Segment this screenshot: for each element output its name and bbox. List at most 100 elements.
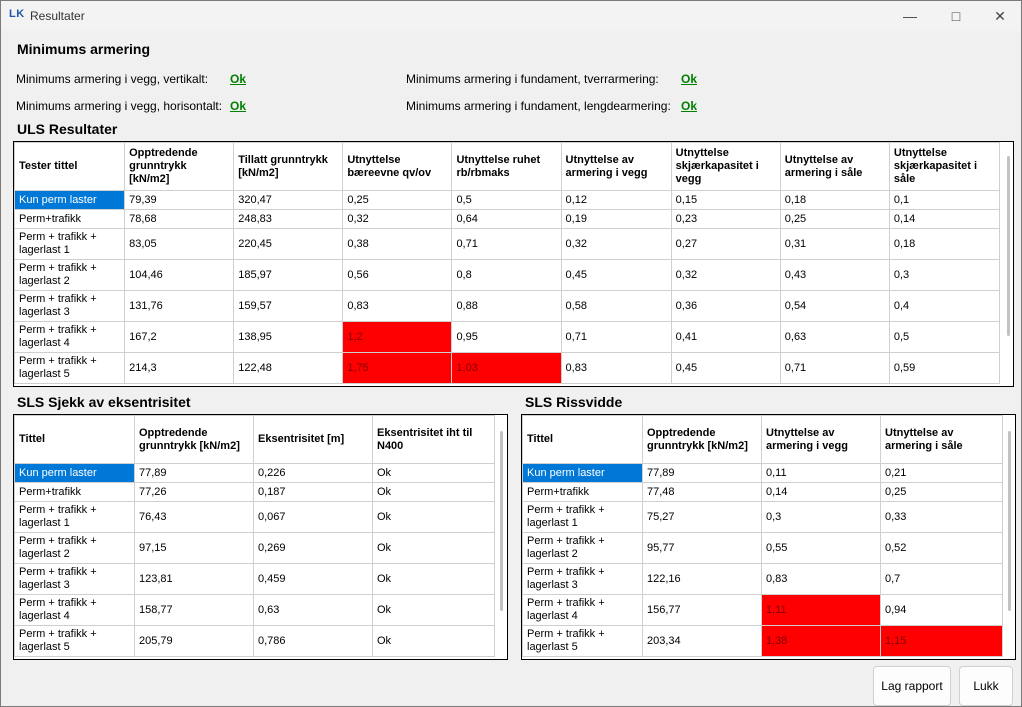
row-title-cell[interactable]: Perm+trafikk	[522, 482, 643, 502]
value-cell[interactable]: 0,1	[888, 190, 1001, 210]
value-cell[interactable]: 156,77	[642, 594, 762, 626]
column-header[interactable]: Opptredende grunntrykk [kN/m2]	[642, 415, 762, 464]
value-cell[interactable]: 0,226	[253, 463, 373, 483]
value-cell[interactable]: 0,41	[670, 321, 781, 353]
value-cell[interactable]: 131,76	[124, 290, 235, 322]
value-cell[interactable]: 77,89	[134, 463, 254, 483]
value-cell[interactable]: 214,3	[124, 352, 235, 384]
min-foundation-transverse-ok-link[interactable]: Ok	[681, 72, 698, 86]
table-row[interactable]: Perm + trafikk + lagerlast 1 75,27 0,3 0,33	[522, 501, 1003, 533]
value-cell[interactable]: 0,83	[560, 352, 672, 384]
row-title-cell[interactable]: Perm + trafikk + lagerlast 4	[522, 594, 643, 626]
row-title-cell[interactable]: Perm + trafikk + lagerlast 5	[14, 352, 126, 384]
value-cell[interactable]: 78,68	[124, 209, 235, 229]
table-row[interactable]: Perm + trafikk + lagerlast 4 158,77 0,63 Ok	[14, 594, 495, 626]
column-header[interactable]: Tittel	[522, 415, 643, 464]
table-row[interactable]: Perm+trafikk 78,68 248,83 0,32 0,64 0,19 0,23 0…	[14, 209, 1001, 229]
row-title-cell[interactable]: Kun perm laster	[14, 190, 126, 210]
value-cell[interactable]: 0,15	[670, 190, 781, 210]
close-button[interactable]: Lukk	[959, 666, 1013, 706]
value-cell[interactable]: 0,58	[560, 290, 672, 322]
table-row[interactable]: Perm + trafikk + lagerlast 2 97,15 0,269 Ok	[14, 532, 495, 564]
value-cell[interactable]: 0,19	[560, 209, 672, 229]
value-cell[interactable]: 0,31	[779, 228, 890, 260]
column-header[interactable]: Tillatt grunntrykk [kN/m2]	[233, 142, 344, 191]
row-title-cell[interactable]: Perm + trafikk + lagerlast 2	[14, 532, 135, 564]
value-cell[interactable]: 0,7	[880, 563, 1003, 595]
table-row[interactable]: Perm + trafikk + lagerlast 5 203,34 1,38 1,…	[522, 625, 1003, 657]
value-cell[interactable]: 0,88	[451, 290, 562, 322]
value-cell[interactable]: 0,45	[670, 352, 781, 384]
value-cell[interactable]: 0,12	[560, 190, 672, 210]
value-cell[interactable]: 0,21	[880, 463, 1003, 483]
value-cell[interactable]: 0,94	[880, 594, 1003, 626]
value-cell[interactable]: Ok	[372, 532, 495, 564]
column-header[interactable]: Utnyttelse skjærkapasitet i såle	[888, 142, 1001, 191]
value-cell[interactable]: 104,46	[124, 259, 235, 291]
column-header[interactable]: Eksentrisitet iht til N400	[372, 415, 495, 464]
value-cell[interactable]: 0,71	[560, 321, 672, 353]
table-row[interactable]: Perm+trafikk 77,48 0,14 0,25	[522, 482, 1003, 502]
table-row[interactable]: Kun perm laster 77,89 0,226 Ok	[14, 463, 495, 483]
value-cell[interactable]: 0,63	[253, 594, 373, 626]
value-cell[interactable]: 0,4	[888, 290, 1001, 322]
value-cell[interactable]: 0,83	[761, 563, 881, 595]
table-row[interactable]: Kun perm laster 79,39 320,47 0,25 0,5 0,12 0,1…	[14, 190, 1001, 210]
value-cell[interactable]: 97,15	[134, 532, 254, 564]
column-header[interactable]: Tester tittel	[14, 142, 126, 191]
row-title-cell[interactable]: Perm + trafikk + lagerlast 5	[14, 625, 135, 657]
value-cell[interactable]: 1,75	[342, 352, 453, 384]
value-cell[interactable]: 75,27	[642, 501, 762, 533]
value-cell[interactable]: 1,38	[761, 625, 881, 657]
min-foundation-longitudinal-ok-link[interactable]: Ok	[681, 99, 698, 113]
value-cell[interactable]: 185,97	[233, 259, 344, 291]
value-cell[interactable]: 0,59	[888, 352, 1001, 384]
value-cell[interactable]: 1,2	[342, 321, 453, 353]
min-wall-horizontal-ok-link[interactable]: Ok	[230, 99, 247, 113]
value-cell[interactable]: 0,8	[451, 259, 562, 291]
column-header[interactable]: Opptredende grunntrykk [kN/m2]	[124, 142, 235, 191]
value-cell[interactable]: 0,14	[761, 482, 881, 502]
value-cell[interactable]: 0,5	[451, 190, 562, 210]
value-cell[interactable]: 0,38	[342, 228, 453, 260]
close-icon[interactable]: ✕	[994, 8, 1006, 24]
value-cell[interactable]: 122,48	[233, 352, 344, 384]
value-cell[interactable]: Ok	[372, 463, 495, 483]
maximize-icon[interactable]: □	[951, 8, 961, 24]
value-cell[interactable]: 76,43	[134, 501, 254, 533]
value-cell[interactable]: 95,77	[642, 532, 762, 564]
row-title-cell[interactable]: Perm + trafikk + lagerlast 3	[14, 563, 135, 595]
value-cell[interactable]: 0,95	[451, 321, 562, 353]
value-cell[interactable]: 0,32	[560, 228, 672, 260]
value-cell[interactable]: 167,2	[124, 321, 235, 353]
value-cell[interactable]: 0,71	[451, 228, 562, 260]
value-cell[interactable]: 0,18	[888, 228, 1001, 260]
value-cell[interactable]: 0,83	[342, 290, 453, 322]
value-cell[interactable]: 320,47	[233, 190, 344, 210]
row-title-cell[interactable]: Perm + trafikk + lagerlast 2	[14, 259, 126, 291]
row-title-cell[interactable]: Perm+trafikk	[14, 482, 135, 502]
value-cell[interactable]: 0,71	[779, 352, 890, 384]
row-title-cell[interactable]: Perm + trafikk + lagerlast 3	[14, 290, 126, 322]
value-cell[interactable]: 0,54	[779, 290, 890, 322]
value-cell[interactable]: 0,459	[253, 563, 373, 595]
table-row[interactable]: Perm + trafikk + lagerlast 1 83,05 220,45 0…	[14, 228, 1001, 260]
value-cell[interactable]: 0,63	[779, 321, 890, 353]
table-row[interactable]: Perm + trafikk + lagerlast 4 167,2 138,95 1…	[14, 321, 1001, 353]
value-cell[interactable]: 220,45	[233, 228, 344, 260]
row-title-cell[interactable]: Perm + trafikk + lagerlast 4	[14, 594, 135, 626]
column-header[interactable]: Tittel	[14, 415, 135, 464]
value-cell[interactable]: 0,32	[342, 209, 453, 229]
value-cell[interactable]: 0,269	[253, 532, 373, 564]
value-cell[interactable]: 0,25	[342, 190, 453, 210]
table-row[interactable]: Perm + trafikk + lagerlast 3 123,81 0,459 O…	[14, 563, 495, 595]
value-cell[interactable]: 77,48	[642, 482, 762, 502]
table-row[interactable]: Perm + trafikk + lagerlast 3 131,76 159,57…	[14, 290, 1001, 322]
table-row[interactable]: Perm + trafikk + lagerlast 5 214,3 122,48 1…	[14, 352, 1001, 384]
value-cell[interactable]: Ok	[372, 501, 495, 533]
value-cell[interactable]: 0,25	[880, 482, 1003, 502]
value-cell[interactable]: Ok	[372, 594, 495, 626]
value-cell[interactable]: 0,5	[888, 321, 1001, 353]
row-title-cell[interactable]: Kun perm laster	[14, 463, 135, 483]
table-row[interactable]: Perm + trafikk + lagerlast 5 205,79 0,786 O…	[14, 625, 495, 657]
